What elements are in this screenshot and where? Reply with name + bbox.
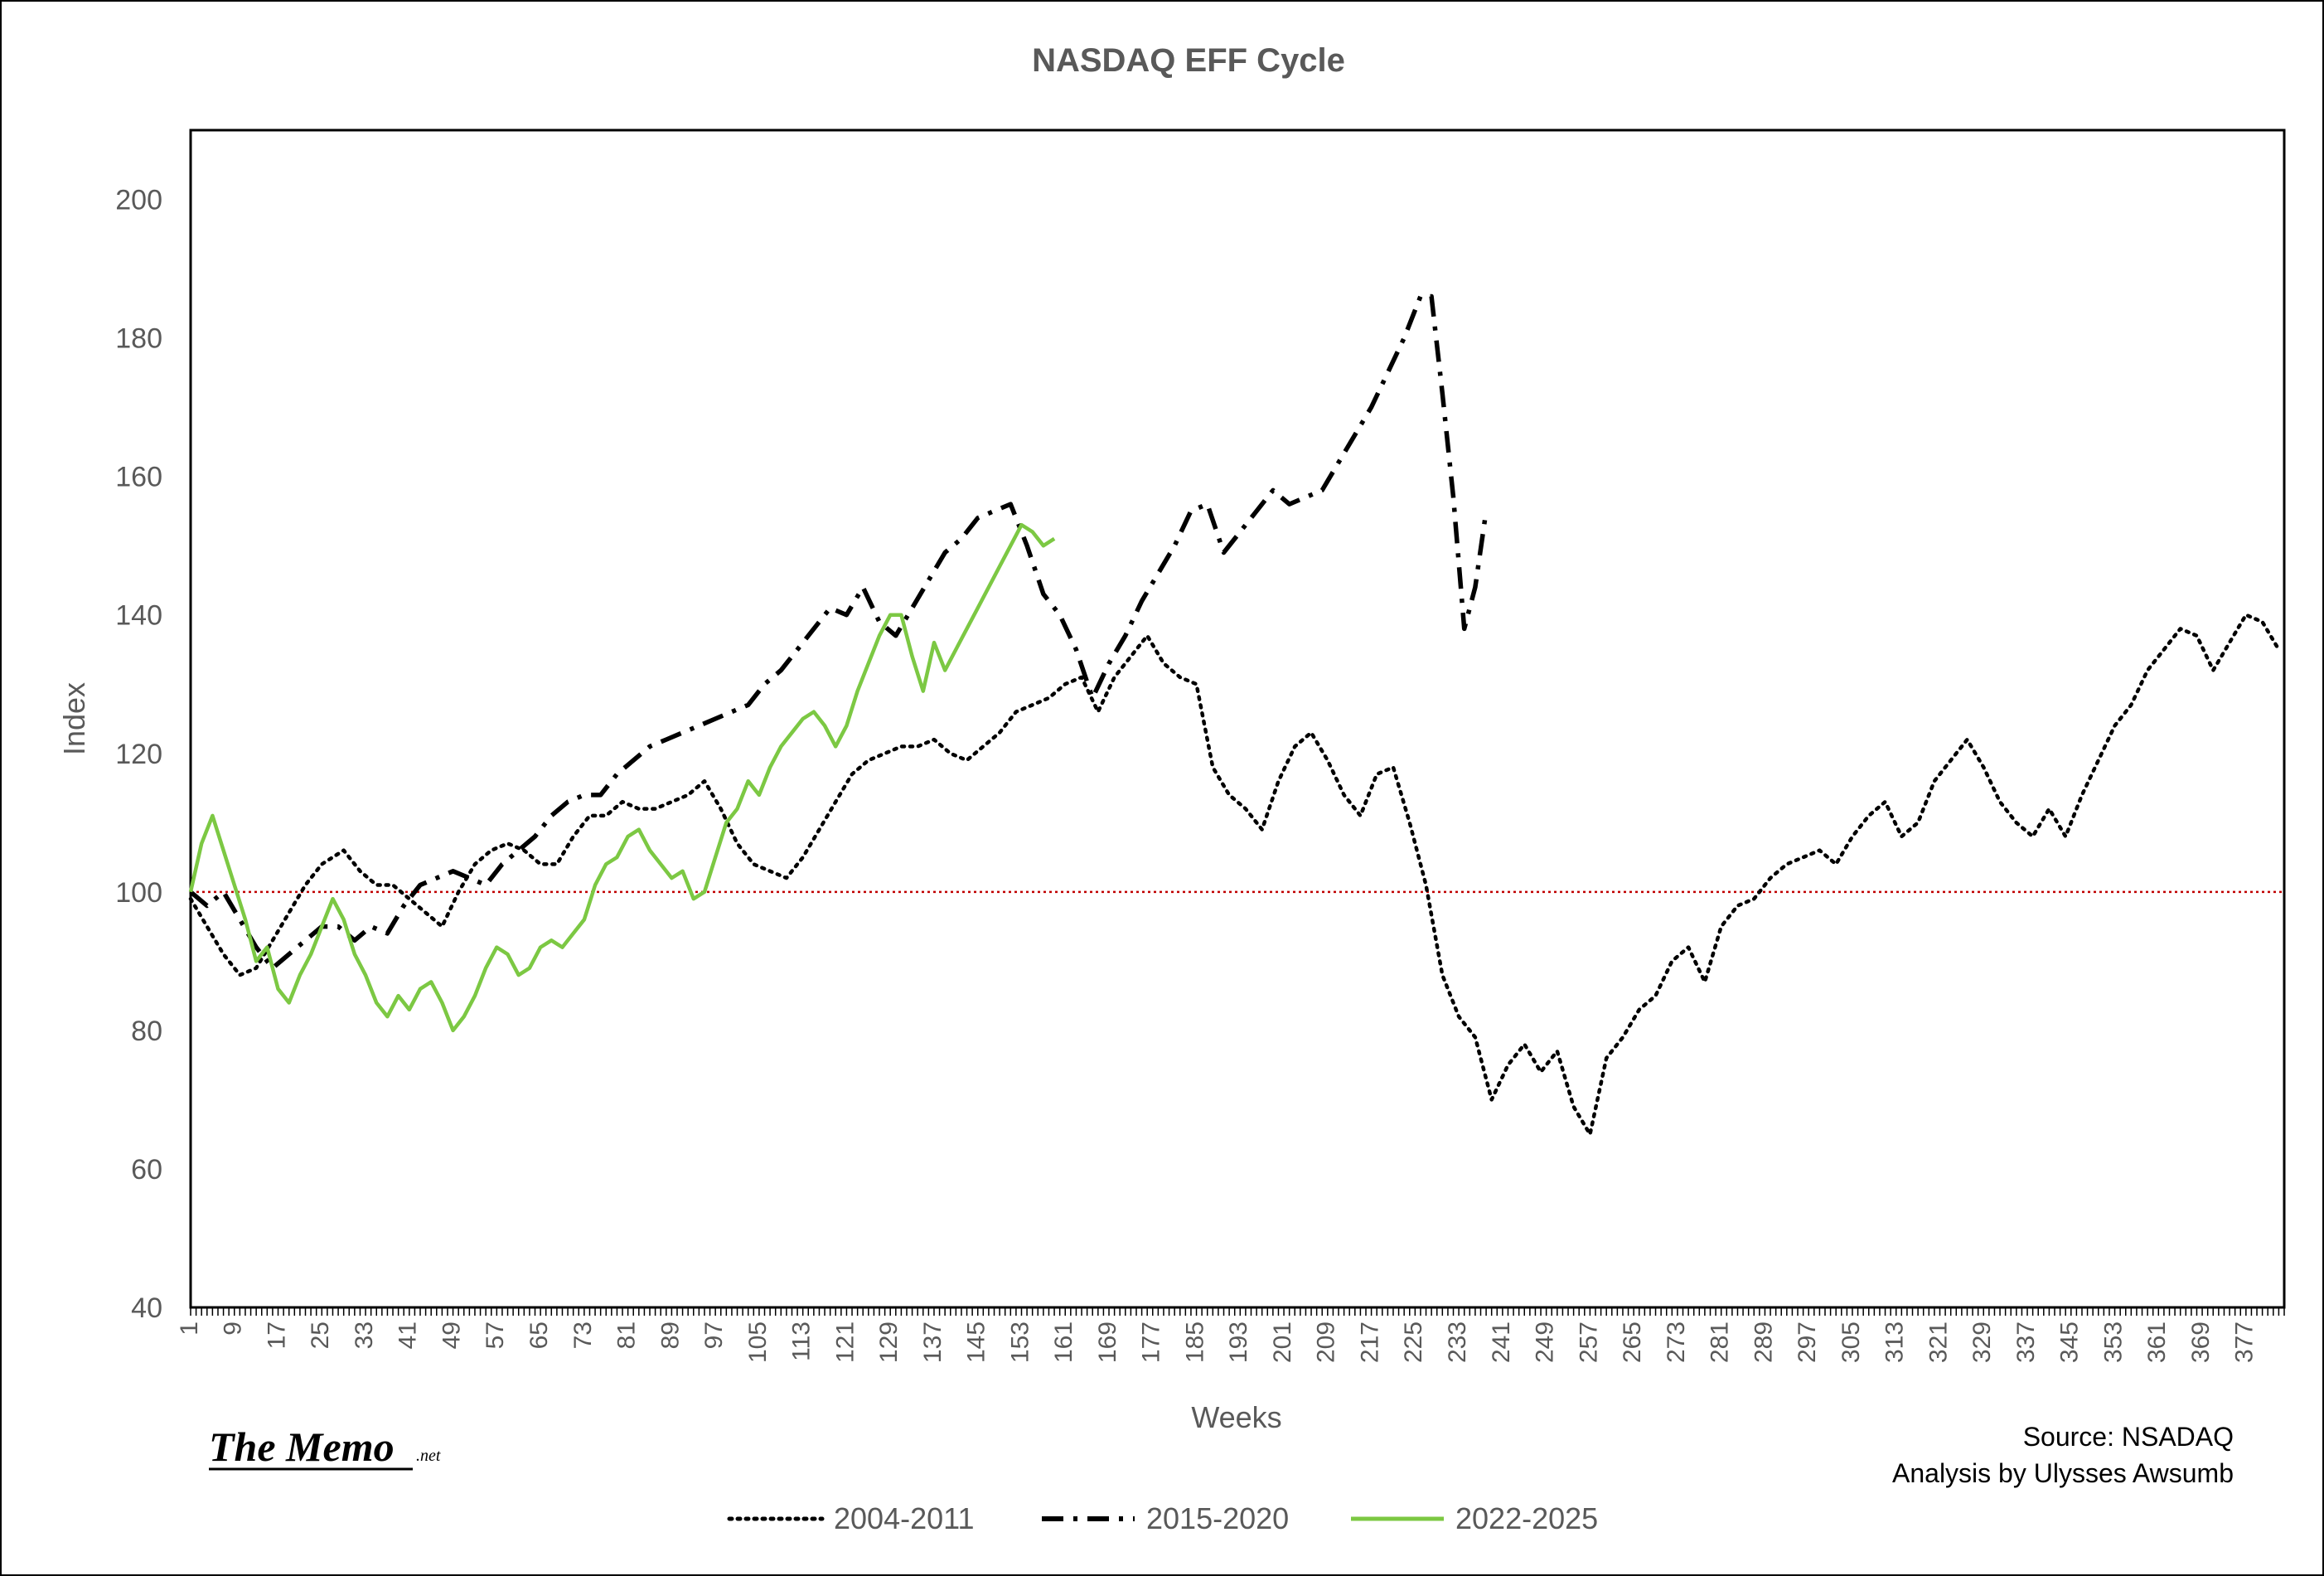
- x-tick-label: 137: [919, 1321, 947, 1363]
- x-tick-label: 1: [176, 1321, 203, 1336]
- x-tick-label: 217: [1357, 1321, 1384, 1363]
- legend-label-2004-2011: 2004-2011: [834, 1501, 975, 1535]
- y-tick-label: 140: [115, 600, 162, 632]
- brand-name: The Memo: [209, 1423, 395, 1470]
- x-tick-label: 33: [351, 1321, 378, 1349]
- x-tick-label: 201: [1269, 1321, 1296, 1363]
- x-tick-label: 129: [875, 1321, 903, 1363]
- x-tick-label: 257: [1575, 1321, 1602, 1363]
- plot-area: [189, 129, 2286, 1309]
- legend-label-2022-2025: 2022-2025: [1455, 1501, 1598, 1535]
- x-tick-label: 337: [2012, 1321, 2040, 1363]
- series-line-2022-2025: [188, 522, 1056, 1033]
- x-tick-label: 289: [1750, 1321, 1777, 1363]
- x-tick-label: 81: [613, 1321, 641, 1349]
- x-tick-label: 361: [2143, 1321, 2171, 1363]
- legend-label-2015-2020: 2015-2020: [1146, 1501, 1289, 1535]
- y-tick-label: 40: [131, 1292, 162, 1324]
- x-tick-label: 209: [1313, 1321, 1340, 1363]
- x-tick-label: 121: [831, 1321, 859, 1363]
- x-tick-label: 57: [482, 1321, 509, 1349]
- x-tick-label: 97: [700, 1321, 728, 1349]
- x-tick-label: 177: [1138, 1321, 1165, 1363]
- x-tick-label: 145: [963, 1321, 990, 1363]
- chart-title: NASDAQ EFF Cycle: [1032, 42, 1345, 79]
- x-tick-label: 65: [525, 1321, 553, 1349]
- x-axis-ticks: 1 9 17 25 33 41 49 57 65 73 81 89 97 105 113 121 129 137 1…: [176, 1307, 2285, 1363]
- x-tick-label: 161: [1050, 1321, 1077, 1363]
- brand-suffix: .net: [416, 1447, 441, 1465]
- x-tick-label: 353: [2099, 1321, 2127, 1363]
- y-tick-label: 100: [115, 877, 162, 909]
- y-tick-label: 180: [115, 323, 162, 355]
- y-axis-label: Index: [57, 682, 91, 755]
- series-line-2004-2011: [188, 613, 2281, 1137]
- x-tick-label: 241: [1488, 1321, 1515, 1363]
- x-tick-label: 73: [569, 1321, 597, 1349]
- x-tick-label: 225: [1400, 1321, 1427, 1363]
- x-tick-label: 113: [788, 1321, 816, 1361]
- source-note: Source: NSADAQ: [2023, 1422, 2234, 1452]
- x-tick-label: 297: [1794, 1321, 1821, 1363]
- x-tick-label: 185: [1181, 1321, 1208, 1363]
- brand-logo: The Memo .net: [209, 1423, 441, 1471]
- y-axis-ticks: 40 60 80 100 120 140 160 180 200: [115, 185, 162, 1324]
- x-tick-label: 369: [2187, 1321, 2215, 1363]
- x-tick-label: 9: [220, 1321, 247, 1336]
- x-tick-label: 281: [1707, 1321, 1734, 1363]
- x-tick-label: 273: [1663, 1321, 1690, 1363]
- x-tick-label: 169: [1094, 1321, 1121, 1363]
- y-tick-label: 120: [115, 739, 162, 770]
- x-tick-label: 329: [1968, 1321, 1996, 1363]
- x-axis-label: Weeks: [1191, 1400, 1281, 1434]
- y-tick-label: 60: [131, 1154, 162, 1186]
- x-tick-label: 41: [395, 1321, 422, 1349]
- x-tick-label: 153: [1006, 1321, 1034, 1363]
- y-tick-label: 200: [115, 185, 162, 216]
- x-tick-label: 377: [2231, 1321, 2259, 1363]
- x-tick-label: 193: [1225, 1321, 1252, 1363]
- series-layer: [188, 293, 2281, 1137]
- analysis-note: Analysis by Ulysses Awsumb: [1892, 1458, 2234, 1488]
- x-tick-label: 249: [1532, 1321, 1559, 1363]
- legend: 2004-2011 2015-2020 2022-2025: [727, 1501, 1598, 1535]
- x-tick-label: 25: [307, 1321, 334, 1349]
- x-tick-label: 265: [1619, 1321, 1646, 1363]
- x-tick-label: 89: [656, 1321, 684, 1349]
- x-tick-label: 49: [438, 1321, 466, 1349]
- y-tick-label: 80: [131, 1016, 162, 1047]
- x-tick-label: 105: [744, 1321, 772, 1363]
- x-tick-label: 233: [1444, 1321, 1471, 1363]
- series-line-2015-2020: [189, 293, 1489, 971]
- x-tick-label: 321: [1925, 1321, 1952, 1363]
- x-tick-label: 305: [1837, 1321, 1865, 1363]
- x-tick-label: 345: [2056, 1321, 2084, 1363]
- x-tick-label: 313: [1881, 1321, 1909, 1363]
- x-tick-label: 17: [263, 1321, 290, 1349]
- y-tick-label: 160: [115, 462, 162, 493]
